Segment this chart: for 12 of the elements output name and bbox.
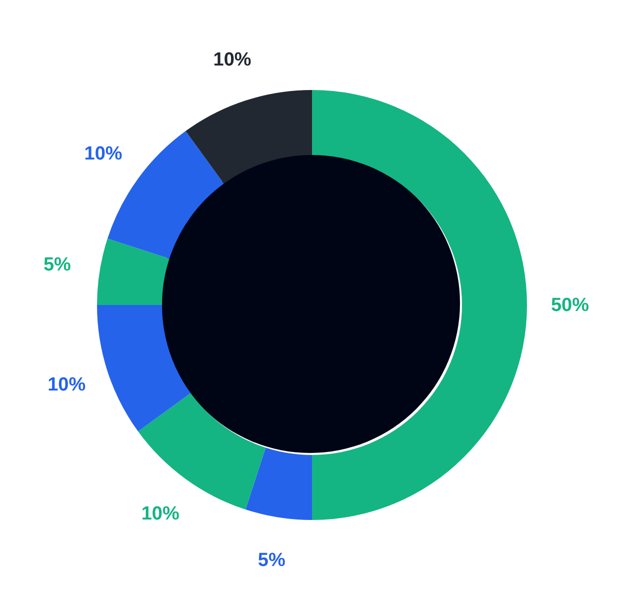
donut-slice bbox=[312, 90, 527, 520]
data-label: 5% bbox=[43, 254, 72, 276]
donut-slice bbox=[97, 238, 170, 305]
data-label: 5% bbox=[258, 550, 286, 571]
donut-slice bbox=[186, 90, 312, 184]
data-label: 10% bbox=[141, 504, 180, 525]
donut-slice bbox=[246, 448, 312, 520]
data-label: 10% bbox=[213, 50, 252, 71]
donut-slice bbox=[97, 305, 191, 432]
data-label: 50% bbox=[550, 295, 590, 316]
data-label: 10% bbox=[48, 374, 86, 396]
data-label: 10% bbox=[84, 143, 122, 164]
